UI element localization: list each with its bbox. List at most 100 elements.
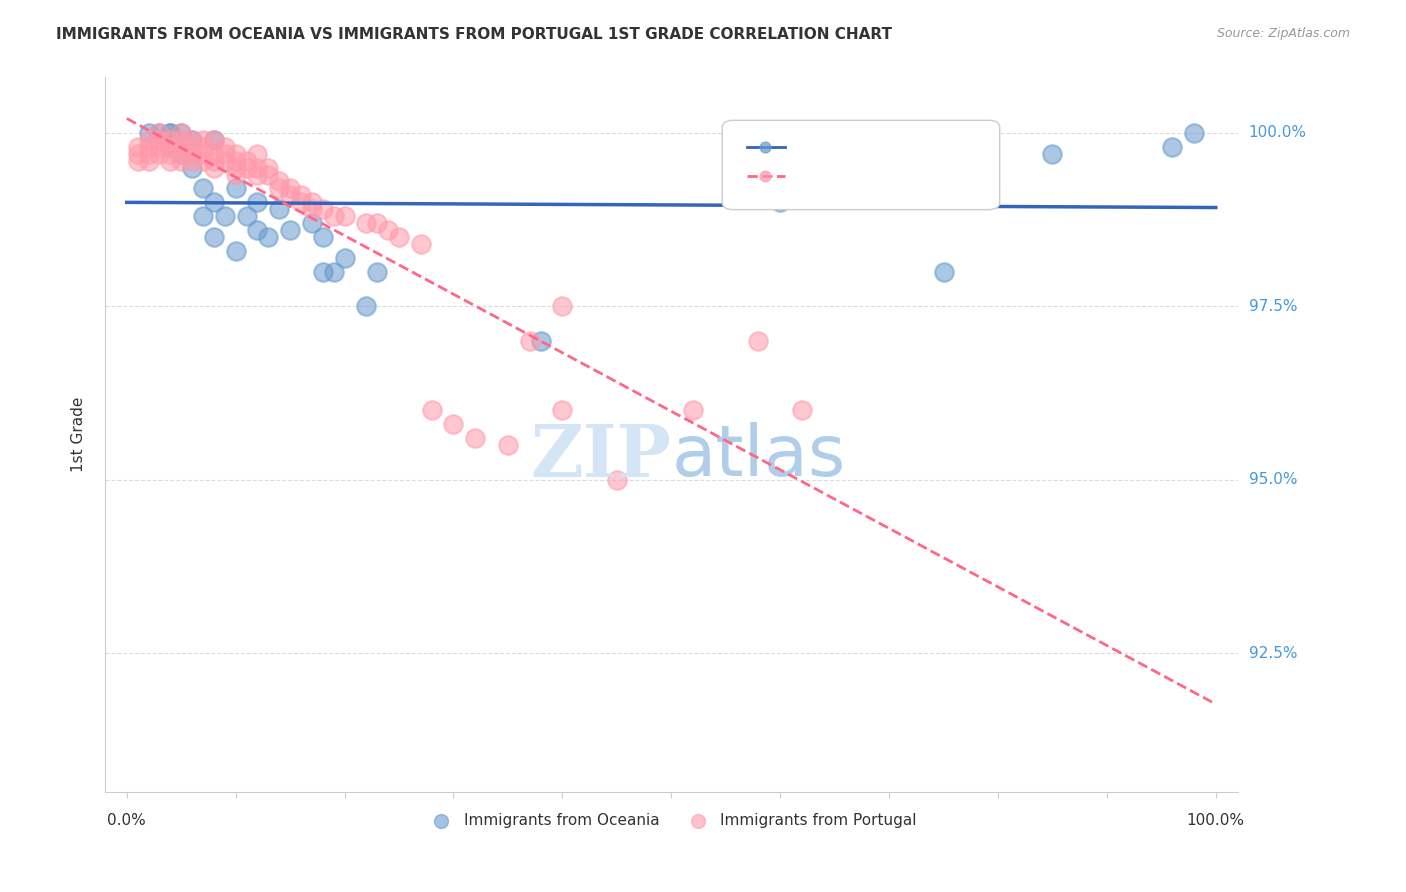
Point: [159, 133, 181, 147]
Point: [290, 195, 312, 210]
Point: [333, 209, 356, 223]
Point: [214, 153, 236, 168]
Point: [551, 299, 574, 313]
Point: [181, 133, 204, 147]
Point: [301, 216, 323, 230]
Point: [202, 161, 225, 175]
Point: [181, 153, 204, 168]
Point: [312, 230, 335, 244]
Point: [138, 146, 160, 161]
Point: [496, 438, 519, 452]
Text: Source: ZipAtlas.com: Source: ZipAtlas.com: [1216, 27, 1350, 40]
Point: [191, 140, 214, 154]
Point: [312, 265, 335, 279]
Point: [159, 126, 181, 140]
Point: [246, 146, 269, 161]
Point: [312, 202, 335, 217]
Point: [148, 133, 170, 147]
Point: [1161, 140, 1184, 154]
Point: [278, 181, 301, 195]
Point: [191, 133, 214, 147]
Point: [170, 146, 193, 161]
Text: ZIP: ZIP: [530, 421, 671, 491]
Point: [388, 230, 411, 244]
Point: [191, 153, 214, 168]
Point: [366, 216, 388, 230]
Text: IMMIGRANTS FROM OCEANIA VS IMMIGRANTS FROM PORTUGAL 1ST GRADE CORRELATION CHART: IMMIGRANTS FROM OCEANIA VS IMMIGRANTS FR…: [56, 27, 893, 42]
Point: [464, 431, 486, 445]
Point: [420, 403, 443, 417]
Point: [181, 140, 204, 154]
Text: 95.0%: 95.0%: [1249, 472, 1298, 487]
Point: [181, 161, 204, 175]
Point: [225, 168, 247, 182]
Point: [202, 133, 225, 147]
Point: [301, 195, 323, 210]
Point: [1182, 126, 1205, 140]
Point: [257, 168, 280, 182]
Point: [278, 223, 301, 237]
Text: atlas: atlas: [671, 422, 845, 491]
Point: [301, 202, 323, 217]
Point: [246, 168, 269, 182]
Point: [138, 140, 160, 154]
Point: [269, 174, 291, 188]
Point: [214, 146, 236, 161]
Point: [377, 223, 399, 237]
Point: [322, 209, 344, 223]
Point: [127, 153, 149, 168]
Point: [246, 195, 269, 210]
Point: [932, 265, 955, 279]
Text: N = 73: N = 73: [901, 167, 959, 181]
Point: [191, 209, 214, 223]
Point: [290, 188, 312, 202]
Text: 0.0%: 0.0%: [107, 813, 146, 828]
Point: [751, 798, 773, 813]
Text: N = 36: N = 36: [901, 137, 959, 153]
Point: [170, 146, 193, 161]
Legend: Immigrants from Oceania, Immigrants from Portugal: Immigrants from Oceania, Immigrants from…: [419, 807, 924, 834]
Point: [322, 265, 344, 279]
Point: [269, 181, 291, 195]
Point: [214, 140, 236, 154]
Text: 100.0%: 100.0%: [1187, 813, 1244, 828]
Point: [225, 161, 247, 175]
Point: [257, 230, 280, 244]
Point: [443, 417, 465, 432]
Point: [235, 209, 257, 223]
Point: [148, 126, 170, 140]
Point: [170, 140, 193, 154]
Point: [246, 161, 269, 175]
Point: [747, 334, 769, 348]
Point: [170, 126, 193, 140]
Point: [202, 230, 225, 244]
Point: [138, 126, 160, 140]
Point: [682, 403, 704, 417]
Point: [333, 251, 356, 265]
Point: [529, 334, 551, 348]
Point: [138, 153, 160, 168]
Point: [1042, 146, 1064, 161]
Point: [278, 188, 301, 202]
Point: [159, 146, 181, 161]
Text: R = 0.089: R = 0.089: [796, 167, 879, 181]
Point: [138, 133, 160, 147]
Point: [790, 403, 813, 417]
Text: 97.5%: 97.5%: [1249, 299, 1298, 314]
Point: [170, 153, 193, 168]
Point: [170, 133, 193, 147]
Text: 100.0%: 100.0%: [1249, 126, 1306, 140]
Point: [202, 133, 225, 147]
Point: [202, 146, 225, 161]
Point: [181, 146, 204, 161]
Point: [148, 146, 170, 161]
Point: [551, 403, 574, 417]
Point: [148, 126, 170, 140]
Point: [356, 299, 378, 313]
Point: [235, 161, 257, 175]
FancyBboxPatch shape: [723, 120, 1000, 210]
Point: [519, 334, 541, 348]
Point: [202, 195, 225, 210]
Point: [159, 153, 181, 168]
Point: [225, 244, 247, 258]
